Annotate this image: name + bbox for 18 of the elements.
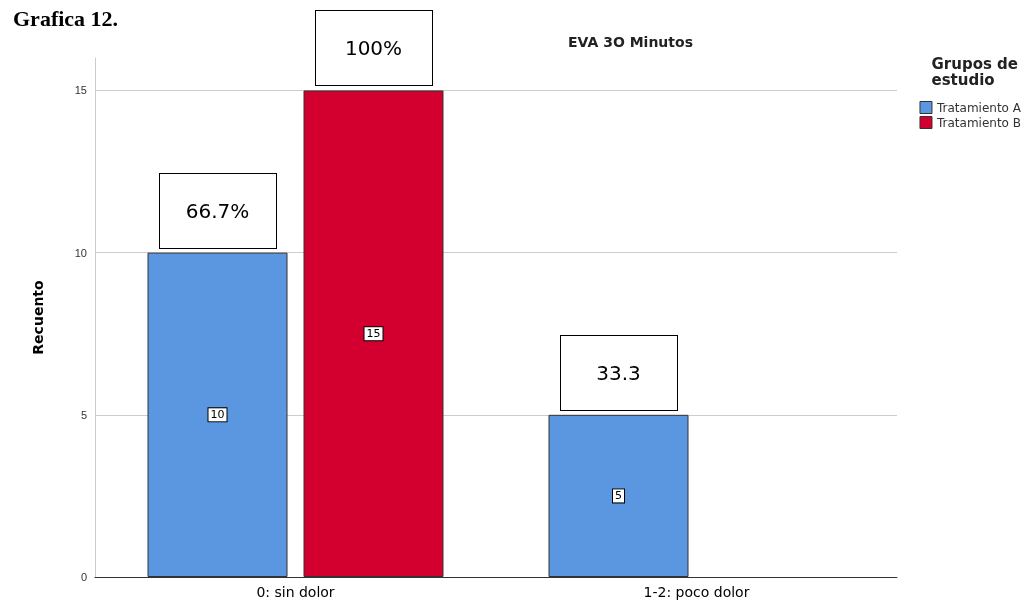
y-tick-label: 0 [80,571,87,583]
text-box: 33.3 [559,334,678,411]
text-box: 100% [314,10,433,87]
y-tick-label: 10 [74,246,87,259]
y-tick-label: 5 [80,408,87,421]
data-label: 10 [210,408,225,422]
data-label: 15 [366,327,381,341]
x-tick-label: 1-2: poco dolor [643,584,750,600]
legend-label: Tratamiento A [935,100,1022,115]
data-label: 5 [615,489,622,503]
chart-title: Grafica 12. [13,5,119,31]
y-tick-label: 15 [74,84,87,97]
legend-label: Tratamiento B [935,115,1022,130]
y-axis-title: Recuento [30,279,46,355]
chart-subtitle: EVA 3O Minutos [568,34,693,50]
x-tick-label: 0: sin dolor [256,584,335,600]
text-box: 66.7% [158,172,277,249]
legend-title: Grupos de estudio [931,55,1019,89]
